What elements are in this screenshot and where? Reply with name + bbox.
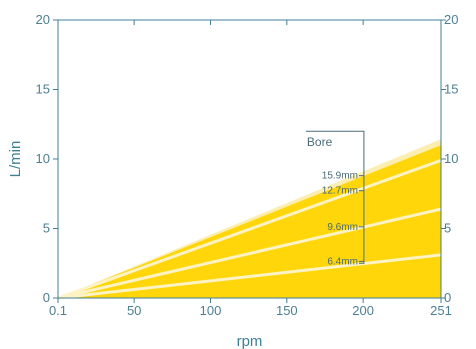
bore-label: 12.7mm [322,186,358,197]
x-axis-title: rpm [237,333,263,349]
x-tick-label: 200 [352,303,374,318]
bore-title: Bore [307,135,333,149]
y-tick-label-right: 10 [444,151,458,166]
y-tick-label-left: 5 [43,221,50,236]
y-tick-label-left: 10 [36,151,50,166]
x-tick-label: 100 [200,303,222,318]
y-tick-label-left: 0 [43,290,50,305]
chart-lines [57,158,442,300]
series-line-9-6mm [57,207,442,300]
bore-annotation: Bore 15.9mm 12.7mm 9.6mm 6.4mm [305,130,365,267]
series-line-6-4mm [57,253,442,300]
area-band [58,145,441,298]
chart-ticks: 0 0 5 5 10 10 15 15 20 20 0.1 50 100 150 200 251 [36,12,459,318]
x-tick-label: 150 [276,303,298,318]
y-tick-label-right: 5 [444,221,451,236]
x-tick-label: 251 [430,303,452,318]
y-tick-label-right: 15 [444,82,458,97]
x-tick-label: 50 [127,303,141,318]
y-tick-label-left: 20 [36,12,50,27]
y-tick-label-right: 0 [444,290,451,305]
chart-areas [58,139,441,298]
series-line-12-7mm [57,158,442,300]
y-tick-label-right: 20 [444,12,458,27]
bore-label: 15.9mm [322,171,358,182]
y-tick-label-left: 15 [36,82,50,97]
x-tick-label: 0.1 [49,303,67,318]
bore-label: 9.6mm [327,222,358,233]
bore-bracket [305,130,365,264]
y-axis-title: L/min [7,141,24,178]
area-outer-glow [58,139,441,298]
bore-label: 6.4mm [327,256,358,267]
